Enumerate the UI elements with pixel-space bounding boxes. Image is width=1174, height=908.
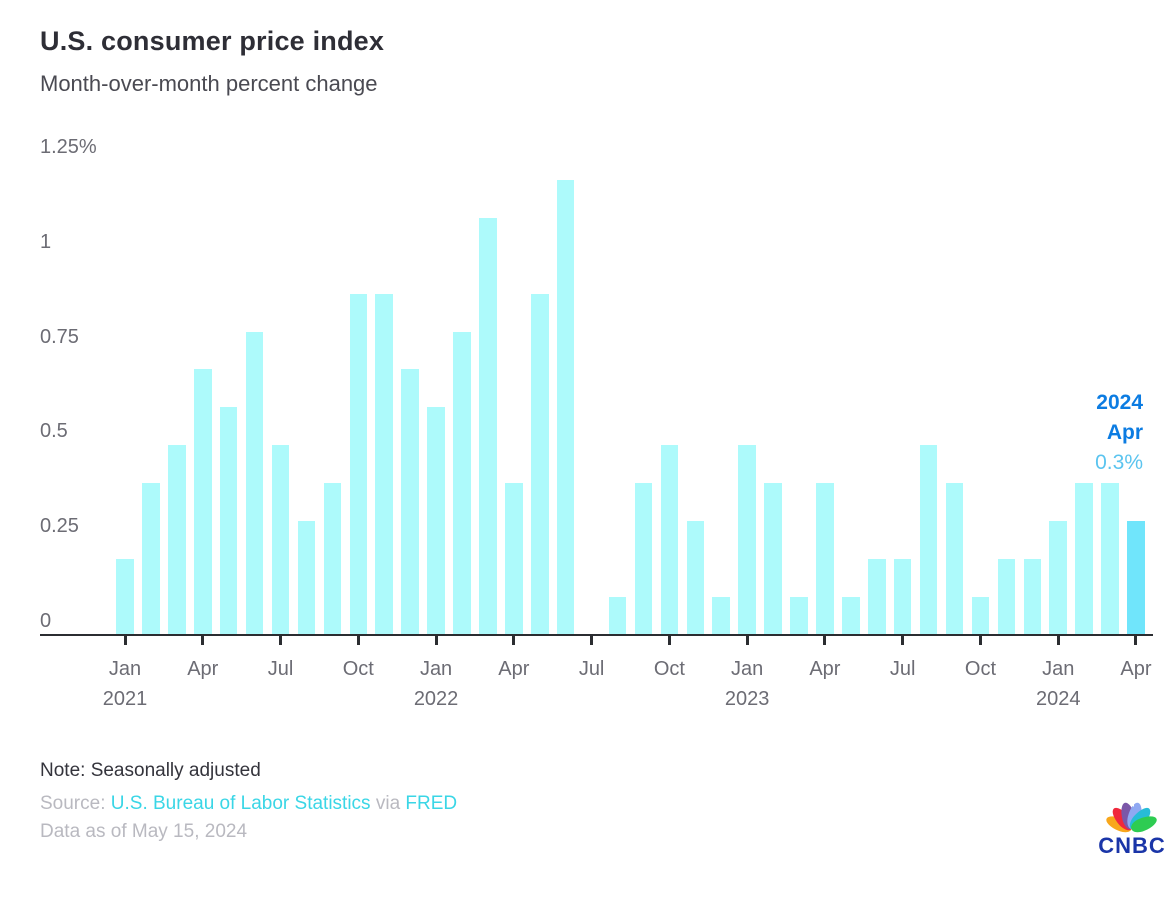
x-tick bbox=[1056, 636, 1060, 645]
bar bbox=[271, 445, 290, 635]
cnbc-logo: CNBC bbox=[1096, 790, 1168, 862]
bar bbox=[323, 483, 342, 635]
bar bbox=[971, 597, 990, 635]
bar bbox=[867, 559, 886, 635]
x-tick-label: Jan bbox=[419, 658, 453, 680]
x-tick bbox=[667, 636, 671, 645]
bar bbox=[375, 293, 394, 635]
source-mid: via bbox=[375, 793, 401, 814]
bar bbox=[893, 559, 912, 635]
bar bbox=[349, 293, 368, 635]
year-label: 2023 bbox=[724, 688, 770, 710]
bar bbox=[168, 445, 186, 635]
x-tick-label: Jan bbox=[1042, 658, 1075, 680]
x-tick bbox=[1134, 636, 1138, 645]
cnbc-wordmark: CNBC bbox=[1098, 833, 1166, 858]
x-tick-label: Jan bbox=[731, 658, 764, 680]
page-title: U.S. consumer price index bbox=[40, 26, 385, 56]
bar bbox=[479, 217, 497, 635]
source-link-fred[interactable]: FRED bbox=[405, 793, 458, 814]
annotation-month: Apr bbox=[1106, 421, 1143, 444]
peacock-icon bbox=[1102, 790, 1162, 836]
bar bbox=[1049, 521, 1068, 635]
x-tick-label: Apr bbox=[498, 658, 530, 680]
peacock-beak bbox=[1129, 802, 1134, 807]
chart-subtitle: Month-over-month percent change bbox=[40, 71, 378, 96]
data-as-of-text: Data as of May 15, 2024 bbox=[40, 821, 248, 842]
year-label: 2022 bbox=[413, 688, 459, 710]
bar bbox=[1101, 483, 1119, 635]
bar bbox=[297, 521, 316, 635]
x-tick-label: Jan bbox=[108, 658, 142, 680]
x-tick-label: Jul bbox=[267, 658, 294, 680]
y-tick-label: 1.25% bbox=[40, 135, 97, 158]
x-tick bbox=[434, 636, 438, 645]
annotation-value: 0.3% bbox=[1095, 451, 1143, 474]
y-tick-label: 0.5 bbox=[40, 420, 68, 443]
x-tick bbox=[590, 636, 594, 645]
year-label: 2021 bbox=[102, 688, 148, 710]
x-tick bbox=[279, 636, 283, 645]
bar bbox=[193, 369, 212, 635]
x-tick-label: Jul bbox=[578, 658, 605, 680]
bar bbox=[816, 483, 834, 635]
y-tick-label: 1 bbox=[40, 230, 52, 253]
x-tick-label: Oct bbox=[342, 658, 374, 680]
bar bbox=[764, 483, 782, 635]
bar bbox=[842, 597, 860, 635]
bar bbox=[712, 597, 731, 635]
x-tick bbox=[356, 636, 360, 645]
bar bbox=[686, 521, 705, 635]
note-text: Note: Seasonally adjusted bbox=[40, 760, 261, 781]
bar bbox=[1023, 559, 1042, 635]
x-tick bbox=[201, 636, 205, 645]
bar bbox=[453, 331, 471, 635]
x-tick-label: Oct bbox=[964, 658, 997, 680]
x-tick-label: Jul bbox=[889, 658, 916, 680]
bar bbox=[634, 483, 653, 635]
source-link-bls[interactable]: U.S. Bureau of Labor Statistics bbox=[110, 793, 371, 814]
bar bbox=[427, 407, 445, 635]
annotation-year: 2024 bbox=[1096, 391, 1143, 414]
x-tick-label: Apr bbox=[187, 658, 219, 680]
bar bbox=[116, 559, 134, 635]
bar bbox=[660, 445, 679, 635]
bar bbox=[142, 483, 160, 635]
y-tick-label: 0.25 bbox=[40, 515, 79, 538]
x-tick bbox=[901, 636, 905, 645]
bar bbox=[219, 407, 238, 635]
x-tick-label: Oct bbox=[653, 658, 685, 680]
bar bbox=[505, 483, 523, 635]
bar bbox=[245, 331, 264, 635]
year-label: 2024 bbox=[1035, 688, 1081, 710]
y-tick-label: 0.75 bbox=[40, 325, 79, 348]
bar bbox=[401, 369, 419, 635]
x-tick-label: Apr bbox=[1120, 658, 1152, 680]
y-tick-label: 0 bbox=[40, 610, 52, 632]
bar bbox=[1075, 483, 1093, 635]
x-tick bbox=[745, 636, 749, 645]
x-axis-line bbox=[40, 634, 1153, 636]
x-tick bbox=[123, 636, 127, 645]
bar bbox=[919, 445, 938, 635]
bar bbox=[1127, 521, 1145, 635]
bar bbox=[530, 293, 549, 635]
bar bbox=[945, 483, 964, 635]
source-line: Source: U.S. Bureau of Labor Statistics … bbox=[40, 793, 457, 815]
x-tick bbox=[978, 636, 982, 645]
x-tick bbox=[823, 636, 827, 645]
bar bbox=[608, 597, 627, 635]
bar bbox=[790, 597, 808, 635]
bar bbox=[997, 559, 1016, 635]
x-tick-label: Apr bbox=[809, 658, 841, 680]
x-tick bbox=[512, 636, 516, 645]
bar bbox=[738, 445, 756, 635]
source-prefix: Source: bbox=[40, 793, 106, 814]
latest-value-annotation: 2024 Apr 0.3% bbox=[1095, 388, 1143, 478]
bar bbox=[556, 179, 575, 635]
